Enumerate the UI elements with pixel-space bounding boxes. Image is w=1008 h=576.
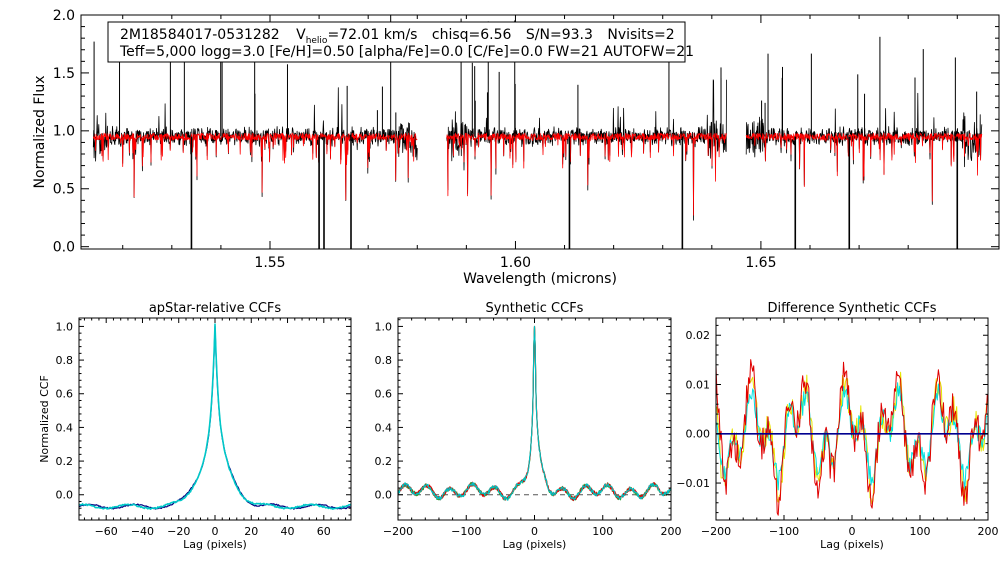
panel-title: Synthetic CCFs — [486, 301, 584, 316]
vhelio-value: =72.01 km/s — [327, 27, 417, 43]
y-tick-label: 0.0 — [53, 240, 75, 256]
y-tick-label: 0.0 — [56, 489, 74, 502]
x-axis-label: Lag (pixels) — [820, 538, 884, 551]
annotation-frame — [107, 21, 686, 63]
chisq-value: chisq=6.56 — [432, 27, 512, 43]
difference-ccf-panel: −200 −100 0 100 200 −0.01 0.00 0.01 0.02 Lag (pix… — [676, 301, 998, 551]
x-tick-label: 100 — [592, 525, 613, 538]
synthetic-ccf-line-3 — [398, 325, 671, 502]
panel-title: apStar-relative CCFs — [149, 301, 282, 316]
y-axis-label: Normalized CCF — [38, 375, 51, 463]
y-tick-label: 0.4 — [375, 421, 393, 434]
x-tick-label: 0 — [531, 525, 538, 538]
y-tick-label: 0.02 — [686, 329, 711, 342]
plot-area — [398, 325, 671, 502]
y-tick-label: 0.01 — [686, 378, 711, 391]
synthetic-ccf-panel: −200 −100 0 100 200 0.0 0.2 0.4 0.6 0.8 1.0 Lag (pi… — [375, 301, 682, 551]
y-tick-label: 0.8 — [56, 354, 74, 367]
x-tick-label: 100 — [910, 525, 931, 538]
plot-area — [716, 359, 988, 516]
x-tick-label: 0 — [212, 525, 219, 538]
axes-frame — [78, 317, 352, 521]
x-tick-label: 0 — [849, 525, 856, 538]
x-tick-label: −200 — [383, 525, 413, 538]
star-id: 2M18584017-0531282 — [120, 27, 280, 43]
y-tick-label: 0.00 — [686, 428, 711, 441]
x-tick-label: 200 — [661, 525, 682, 538]
y-tick-label: 0.2 — [375, 455, 393, 468]
y-tick-label: 1.0 — [53, 124, 75, 140]
x-axis-label: Wavelength (microns) — [463, 271, 617, 287]
x-tick-label: −20 — [167, 525, 190, 538]
synthetic-ccf-line-2 — [398, 325, 671, 501]
apstar-ccf-panel: −60 −40 −20 0 20 40 60 0.0 0.2 0.4 0.6 0.8 1.0 Lag (p… — [38, 301, 352, 551]
apstar-ccf-line-2 — [79, 323, 351, 511]
model-spectrum-chip-1 — [92, 132, 418, 201]
x-tick-label: −100 — [769, 525, 799, 538]
annotation-line-2: Teff=5,000 logg=3.0 [Fe/H]=0.50 [alpha/F… — [119, 44, 694, 60]
nvisits-value: Nvisits=2 — [607, 27, 674, 43]
spectrum-annotation-box: 2M18584017-0531282 Vhelio=72.01 km/s chi… — [107, 21, 694, 63]
y-tick-label: 2.0 — [53, 8, 75, 24]
y-tick-label: 0.0 — [375, 489, 393, 502]
y-tick-label: 1.0 — [375, 320, 393, 333]
x-tick-label: 1.65 — [745, 255, 776, 271]
x-tick-label: 200 — [978, 525, 999, 538]
annotation-line-1: 2M18584017-0531282 Vhelio=72.01 km/s chi… — [120, 27, 675, 46]
y-tick-label: 0.5 — [53, 182, 75, 198]
panel-title: Difference Synthetic CCFs — [767, 301, 936, 316]
vhelio-label: V — [296, 27, 306, 43]
y-tick-label: 0.6 — [56, 388, 74, 401]
vhelio-subscript: helio — [306, 36, 328, 46]
x-axis-label: Lag (pixels) — [503, 538, 567, 551]
model-spectrum-chip-3 — [745, 132, 983, 202]
x-tick-label: −200 — [701, 525, 731, 538]
x-tick-label: −60 — [95, 525, 118, 538]
plot-area — [79, 323, 351, 511]
snr-value: S/N=93.3 — [526, 27, 593, 43]
x-tick-label: 40 — [281, 525, 295, 538]
x-tick-label: 60 — [317, 525, 331, 538]
y-tick-label: 1.5 — [53, 66, 75, 82]
x-tick-label: −100 — [451, 525, 481, 538]
x-tick-label: 20 — [244, 525, 258, 538]
apstar-ccf-line-1 — [79, 325, 351, 510]
synthetic-ccf-line-4 — [398, 325, 671, 501]
y-axis-label: Normalized Flux — [32, 76, 48, 189]
y-tick-label: −0.01 — [676, 477, 710, 490]
y-tick-label: 0.6 — [375, 388, 393, 401]
x-tick-label: 1.55 — [254, 255, 285, 271]
model-spectrum-chip-2 — [446, 132, 727, 216]
y-tick-label: 0.2 — [56, 455, 74, 468]
x-axis-label: Lag (pixels) — [183, 538, 247, 551]
synthetic-ccf-line-1 — [398, 325, 671, 501]
axes-frame — [80, 14, 1000, 250]
y-tick-label: 1.0 — [56, 320, 74, 333]
x-tick-label: 1.60 — [500, 255, 531, 271]
y-tick-label: 0.8 — [375, 354, 393, 367]
difference-ccf-line-3 — [716, 359, 988, 516]
y-tick-label: 0.4 — [56, 421, 74, 434]
x-tick-label: −40 — [131, 525, 154, 538]
